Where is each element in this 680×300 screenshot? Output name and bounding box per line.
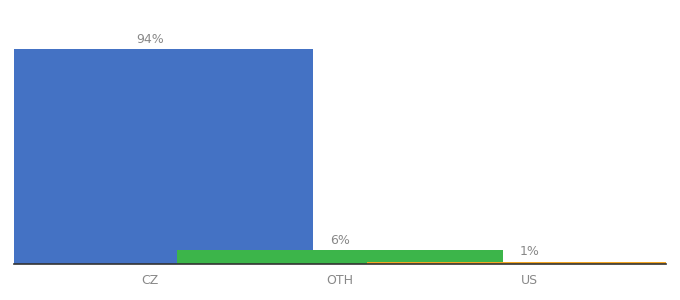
Text: 94%: 94% [136,33,164,46]
Bar [0,49,313,264]
Bar [177,250,503,264]
Bar [367,262,680,264]
Text: 6%: 6% [330,234,350,247]
Text: 1%: 1% [520,245,540,258]
